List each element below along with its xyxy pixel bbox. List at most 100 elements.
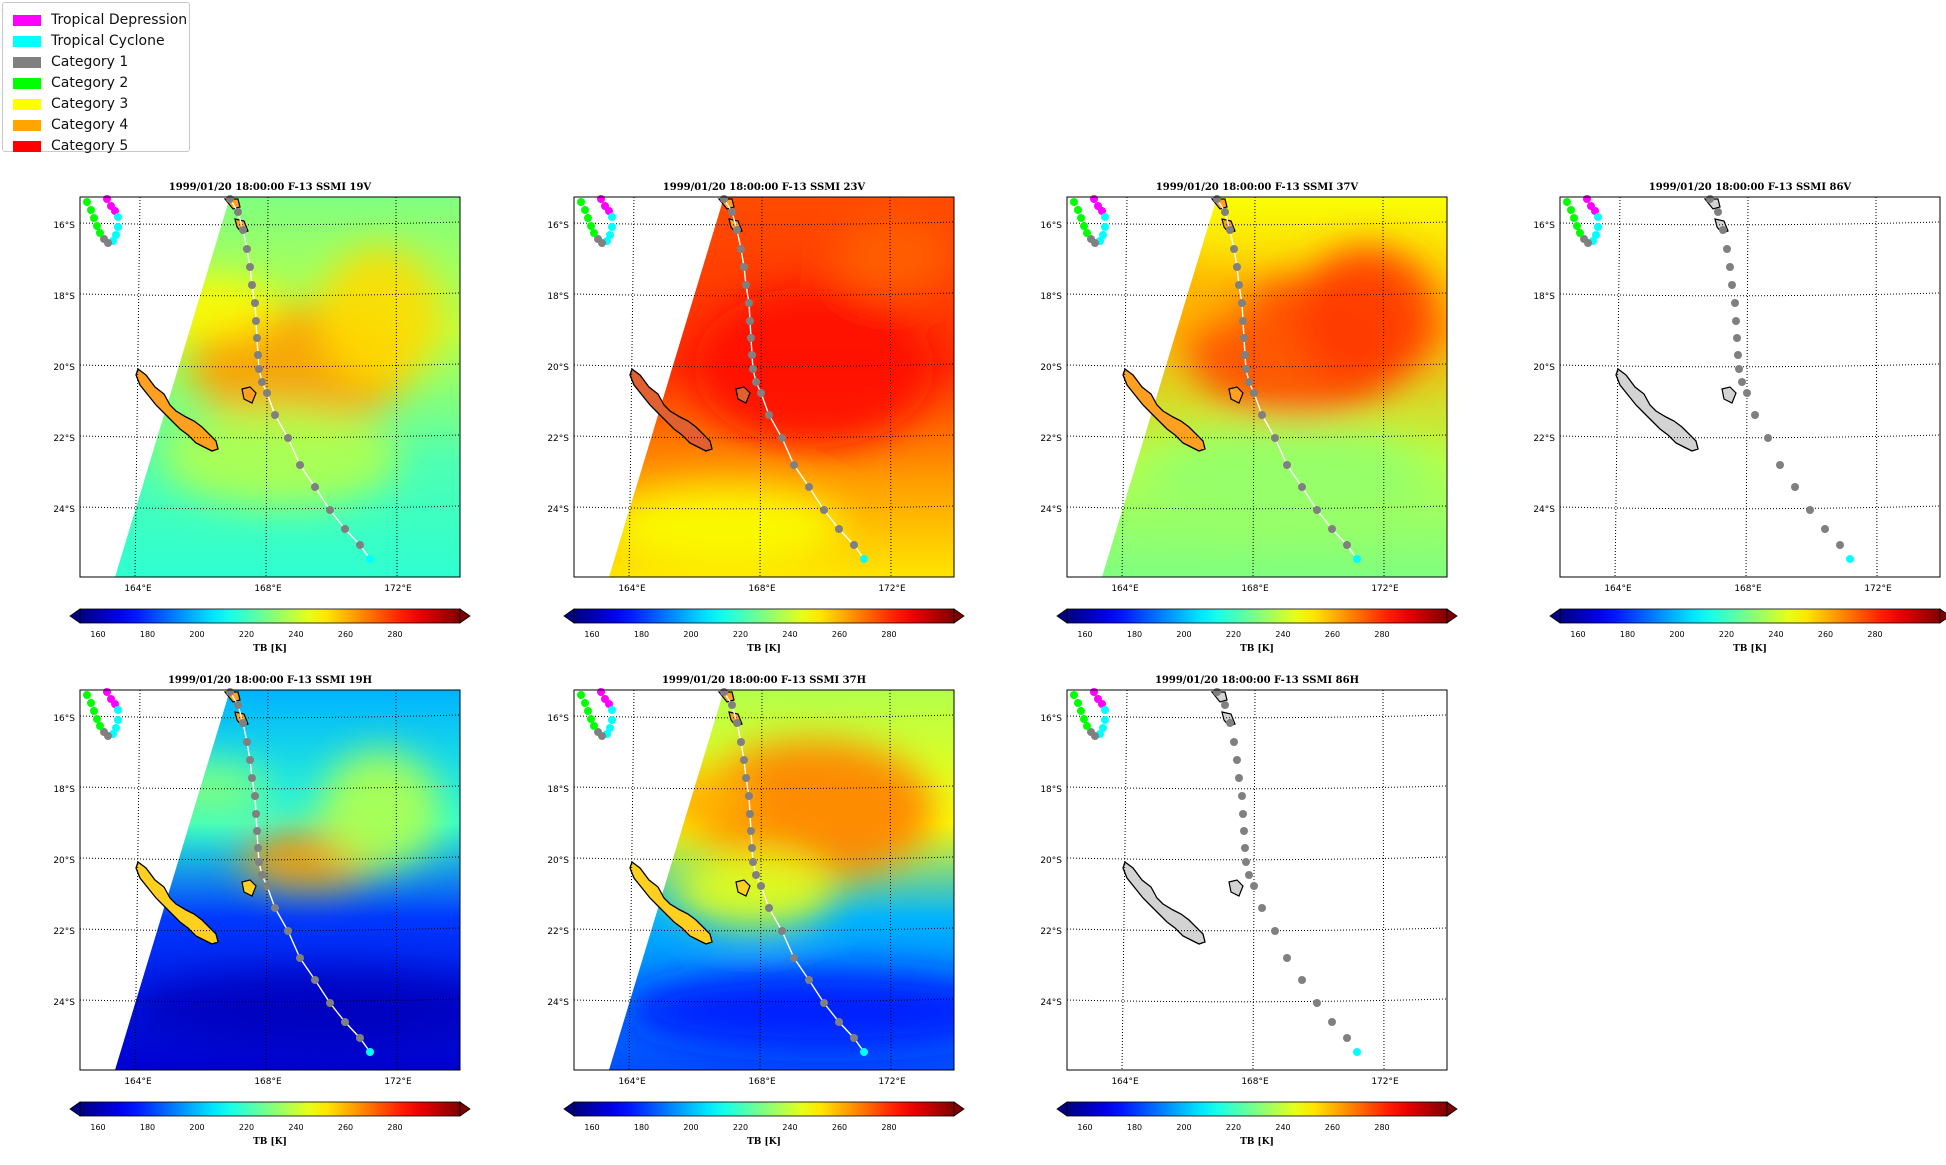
- track-point: [356, 1034, 364, 1042]
- track-point: [271, 904, 279, 912]
- track-point: [1764, 434, 1772, 442]
- colorbar: 160 180 200 220 240 260 280 TB [K]: [563, 1101, 965, 1147]
- track-point: [1238, 792, 1246, 800]
- colorbar-tick: 240: [1275, 630, 1290, 639]
- lat-label: 20°S: [1533, 363, 1555, 373]
- lat-label: 16°S: [53, 714, 75, 724]
- lon-label: 168°E: [254, 1077, 282, 1087]
- track-point: [584, 214, 592, 222]
- track-point: [1233, 756, 1241, 764]
- track-point: [1245, 871, 1253, 879]
- lat-label: 22°S: [1040, 434, 1062, 444]
- track-point: [1570, 214, 1578, 222]
- track-point: [1240, 334, 1248, 342]
- lon-label: 164°E: [124, 584, 152, 594]
- track-point: [1328, 1018, 1336, 1026]
- track-point: [1226, 719, 1234, 727]
- track-point: [790, 461, 798, 469]
- track-point: [790, 954, 798, 962]
- track-point: [608, 706, 616, 714]
- track-point: [326, 999, 334, 1007]
- lat-label: 16°S: [547, 714, 569, 724]
- track-point: [1298, 483, 1306, 491]
- lat-label: 18°S: [1533, 292, 1555, 302]
- colorbar-tick: 280: [1374, 1123, 1389, 1132]
- track-point: [258, 378, 266, 386]
- lat-label: 24°S: [1533, 505, 1555, 515]
- track-point: [251, 299, 259, 307]
- lon-label: 164°E: [618, 584, 646, 594]
- track-point: [860, 555, 868, 563]
- tb-field: [609, 690, 954, 1070]
- colorbar-tick: 280: [881, 1123, 896, 1132]
- track-point: [87, 699, 95, 707]
- track-point: [258, 871, 266, 879]
- track-point: [850, 541, 858, 549]
- legend-swatch: [13, 98, 41, 110]
- track-point: [96, 722, 104, 730]
- track-point: [1074, 206, 1082, 214]
- panel-title: 1999/01/20 18:00:00 F-13 SSMI 19H: [167, 675, 373, 686]
- track-point: [1592, 231, 1600, 239]
- track-point: [597, 195, 605, 203]
- colorbar-tick: 260: [1818, 630, 1833, 639]
- track-point: [608, 223, 616, 231]
- legend-label: Category 4: [51, 117, 129, 133]
- lon-label: 168°E: [1734, 584, 1762, 594]
- colorbar-tick: 200: [1669, 630, 1684, 639]
- track-point: [1099, 724, 1107, 732]
- legend-item: Category 5: [13, 138, 128, 154]
- track-point: [1083, 722, 1091, 730]
- track-point: [1821, 525, 1829, 533]
- colorbar-tick: 200: [683, 630, 698, 639]
- colorbar-tick: 200: [1176, 630, 1191, 639]
- plot-frame: [79, 689, 461, 1071]
- lat-label: 24°S: [53, 505, 75, 515]
- track-point: [1077, 214, 1085, 222]
- map-panel: 1999/01/20 18:00:00 F-13 SSMI 86V 16°S 18°…: [1480, 182, 1946, 672]
- track-point: [608, 716, 616, 724]
- panel-title: 1999/01/20 18:00:00 F-13 SSMI 23V: [662, 182, 866, 193]
- colorbar-tick: 180: [634, 1123, 649, 1132]
- track-point: [1221, 208, 1229, 216]
- colorbar-tick: 240: [288, 630, 303, 639]
- track-point: [83, 198, 91, 206]
- track-point: [239, 226, 247, 234]
- track-point: [1594, 213, 1602, 221]
- track-point: [1087, 728, 1095, 736]
- colorbar-tick: 200: [1176, 1123, 1191, 1132]
- track-point: [234, 701, 242, 709]
- legend-label: Tropical Depression: [51, 12, 188, 28]
- colorbar-tick: 260: [832, 1123, 847, 1132]
- track-point: [742, 774, 750, 782]
- track-point: [114, 213, 122, 221]
- track-point: [1591, 207, 1599, 215]
- colorbar-tick: 180: [140, 630, 155, 639]
- track-point: [835, 1018, 843, 1026]
- track-point: [728, 701, 736, 709]
- track-point: [114, 223, 122, 231]
- track-point: [114, 706, 122, 714]
- track-point: [577, 198, 585, 206]
- legend-item: Category 4: [13, 117, 128, 133]
- lat-label: 16°S: [1533, 221, 1555, 231]
- track-point: [605, 207, 613, 215]
- lat-label: 22°S: [1040, 927, 1062, 937]
- colorbar-tick: 160: [90, 1123, 105, 1132]
- track-point: [747, 827, 755, 835]
- track-point: [742, 281, 750, 289]
- track-point: [90, 214, 98, 222]
- track-point: [608, 213, 616, 221]
- track-point: [1083, 229, 1091, 237]
- lat-label: 18°S: [547, 292, 569, 302]
- colorbar-tick: 240: [782, 1123, 797, 1132]
- colorbar-tick: 160: [1570, 630, 1585, 639]
- track-point: [1283, 954, 1291, 962]
- track-point: [860, 1048, 868, 1056]
- colorbar-tick: 280: [1374, 630, 1389, 639]
- track-point: [805, 976, 813, 984]
- track-point: [284, 434, 292, 442]
- track-point: [820, 506, 828, 514]
- island-outline: [1122, 367, 1206, 452]
- track-point: [1239, 810, 1247, 818]
